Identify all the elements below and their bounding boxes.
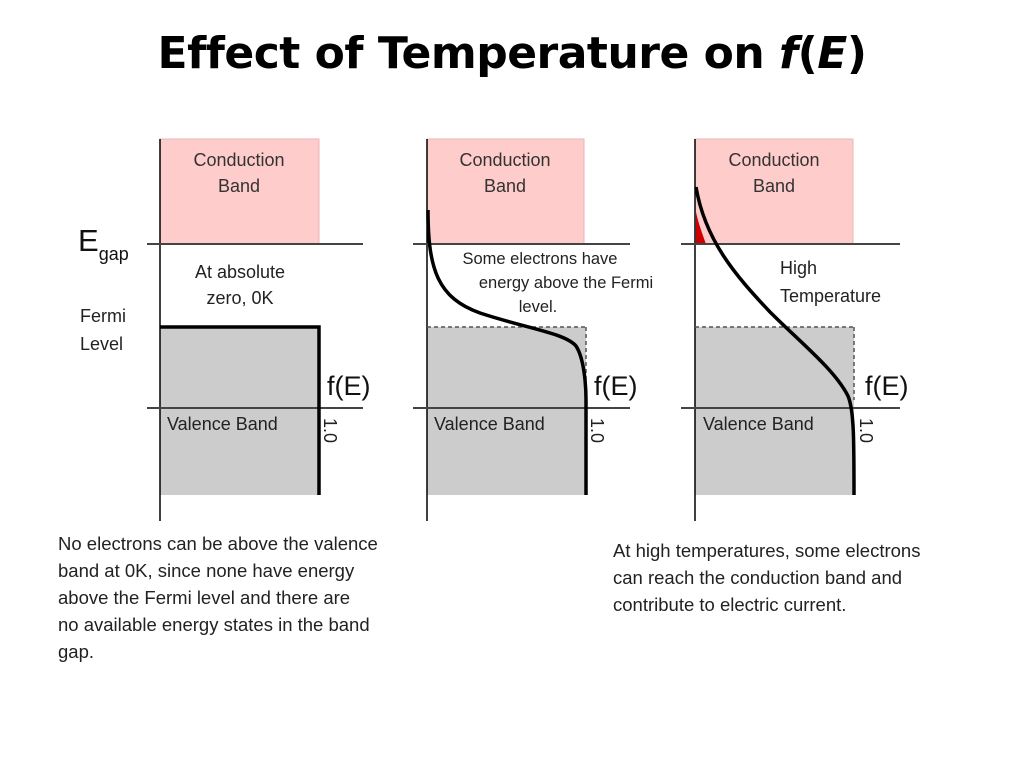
fe-axis-label: f(E) <box>865 371 909 401</box>
caption-line: above the Fermi level and there are <box>58 587 351 608</box>
title-open-paren: ( <box>797 28 818 79</box>
title-close-paren: ) <box>846 28 867 79</box>
one-tick-label: 1.0 <box>856 418 876 443</box>
caption-line: band at 0K, since none have energy <box>58 560 355 581</box>
caption-high-temperature: At high temperatures, some electrons can … <box>613 537 920 618</box>
title-text: Effect of Temperature on <box>157 28 780 79</box>
valence-band <box>695 327 854 495</box>
egap-main: E <box>78 223 99 258</box>
title-variable-e: E <box>817 28 847 79</box>
fermi-dirac-curve <box>694 186 856 496</box>
caption-absolute-zero: No electrons can be above the valence ban… <box>58 530 378 665</box>
conduction-band-label-line1: Conduction <box>459 150 550 170</box>
caption-line: can reach the conduction band and <box>613 567 903 588</box>
valence-band-label: Valence Band <box>703 414 814 434</box>
conduction-electron-tail <box>696 212 706 244</box>
panel-note-line2: zero, 0K <box>206 288 273 308</box>
panel-high-temperature: Conduction Band High Temperature Valence… <box>681 138 909 521</box>
panel-moderate-temperature: Conduction Band Some electrons have ener… <box>413 138 653 521</box>
fermi-dirac-curve <box>160 325 321 495</box>
fe-axis-label: f(E) <box>594 371 638 401</box>
one-tick-label: 1.0 <box>587 418 607 443</box>
conduction-band <box>694 138 854 245</box>
conduction-band <box>426 138 585 245</box>
conduction-band-label-line1: Conduction <box>193 150 284 170</box>
panel-note-line2: Temperature <box>780 286 881 306</box>
fe-axis-label: f(E) <box>327 371 371 401</box>
caption-line: gap. <box>58 641 95 662</box>
egap-label: Egap <box>78 223 129 264</box>
caption-line: contribute to electric current. <box>613 594 847 615</box>
panel-note-line1: At absolute <box>195 262 285 282</box>
fermi-dirac-curve <box>426 209 588 495</box>
title-function-f: f <box>779 28 798 79</box>
conduction-band-label-line2: Band <box>753 176 795 196</box>
caption-line: At high temperatures, some electrons <box>613 540 921 561</box>
valence-band-label: Valence Band <box>434 414 545 434</box>
panel-note-line3: level. <box>519 298 558 316</box>
valence-band <box>427 327 586 495</box>
panel-note-line1: High <box>780 258 817 278</box>
fermi-label-line2: Level <box>80 334 123 354</box>
slide-title: Effect of Temperature on f(E) <box>0 28 1024 79</box>
caption-line: No electrons can be above the valence <box>58 533 378 554</box>
panel-note-line2: energy above the Fermi <box>479 274 653 292</box>
valence-band-label: Valence Band <box>167 414 278 434</box>
conduction-band-label-line1: Conduction <box>728 150 819 170</box>
panel-note-line1: Some electrons have <box>462 250 617 268</box>
caption-line: no available energy states in the band <box>58 614 370 635</box>
conduction-band-label-line2: Band <box>484 176 526 196</box>
conduction-band-label-line2: Band <box>218 176 260 196</box>
valence-band <box>160 327 319 495</box>
fermi-label-line1: Fermi <box>80 306 126 326</box>
one-tick-label: 1.0 <box>320 418 340 443</box>
panel-absolute-zero: Conduction Band At absolute zero, 0K Val… <box>147 138 371 521</box>
egap-subscript: gap <box>99 244 129 264</box>
